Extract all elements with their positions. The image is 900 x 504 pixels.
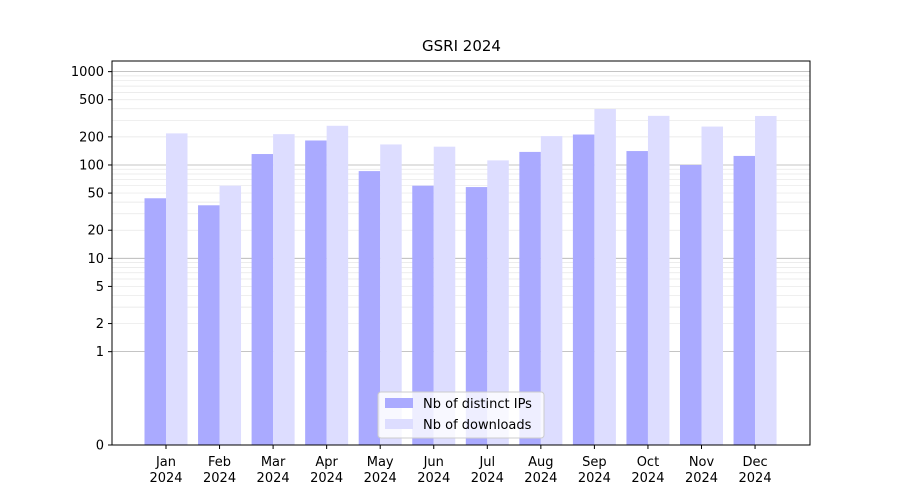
y-tick-label: 20 (87, 224, 104, 239)
bar-downloads-2 (219, 185, 242, 445)
bar-downloads-7 (487, 160, 509, 445)
bar-downloads-6 (433, 146, 456, 445)
bar-distinct-ips-10 (626, 151, 648, 446)
y-axis: 0 1 2 5 10 20 50 100 200 500 1000 (71, 65, 112, 454)
bar-downloads-12 (755, 115, 777, 445)
bar-distinct-ips-3 (251, 154, 274, 445)
y-tick-label: 5 (96, 280, 104, 295)
x-tick-label: Dec 2024 (739, 455, 772, 486)
y-tick-label: 1 (96, 345, 104, 360)
legend: Nb of distinct IPs Nb of downloads (377, 391, 545, 439)
bar-downloads-8 (540, 136, 563, 445)
bar-downloads-11 (701, 126, 723, 445)
x-tick-label: Jun 2024 (417, 455, 450, 486)
bar-downloads-4 (326, 125, 349, 445)
x-axis: Jan 2024 Feb 2024 Mar 2024 Apr 2024 May 2024 Jun 20… (149, 445, 772, 486)
bar-downloads-1 (166, 133, 188, 445)
bar-downloads-5 (380, 144, 402, 445)
plot-area-frame (111, 60, 811, 446)
x-tick-label: Oct 2024 (631, 455, 664, 486)
chart-title: GSRI 2024 (422, 37, 501, 55)
bar-distinct-ips-9 (572, 134, 595, 445)
legend-label: Nb of distinct IPs (423, 397, 532, 412)
bar-distinct-ips-2 (198, 205, 220, 445)
bar-distinct-ips-4 (305, 140, 327, 446)
bar-distinct-ips-12 (733, 155, 756, 445)
y-tick-label: 10 (87, 252, 104, 267)
y-tick-label: 500 (79, 93, 104, 108)
legend-label: Nb of downloads (423, 418, 532, 433)
bar-distinct-ips-7 (465, 187, 488, 445)
x-tick-label: Feb 2024 (203, 455, 236, 486)
bar-downloads-3 (273, 134, 295, 445)
legend-box (377, 391, 545, 439)
bar-downloads-9 (594, 108, 616, 445)
x-tick-label: Mar 2024 (257, 455, 290, 486)
y-tick-label: 2 (96, 317, 104, 332)
bar-distinct-ips-6 (412, 185, 434, 445)
bar-downloads-10 (647, 115, 670, 445)
legend-swatch (385, 398, 413, 408)
bar-distinct-ips-5 (358, 171, 381, 445)
y-tick-label: 50 (87, 187, 104, 202)
x-tick-label: Aug 2024 (524, 455, 557, 486)
x-tick-label: Sep 2024 (578, 455, 611, 486)
bars (144, 108, 777, 446)
x-tick-label: Apr 2024 (310, 455, 343, 486)
y-tick-label: 1000 (71, 65, 104, 80)
y-tick-label: 0 (96, 439, 104, 454)
x-tick-label: May 2024 (364, 455, 397, 486)
x-tick-label: Nov 2024 (685, 455, 718, 486)
y-tick-label: 200 (79, 130, 104, 145)
y-tick-label: 100 (79, 158, 104, 173)
legend-swatch (385, 419, 413, 429)
bar-distinct-ips-8 (519, 151, 541, 446)
bar-distinct-ips-1 (144, 198, 166, 445)
bar-distinct-ips-11 (680, 164, 702, 446)
x-tick-label: Jul 2024 (471, 455, 504, 486)
x-tick-label: Jan 2024 (149, 455, 182, 486)
